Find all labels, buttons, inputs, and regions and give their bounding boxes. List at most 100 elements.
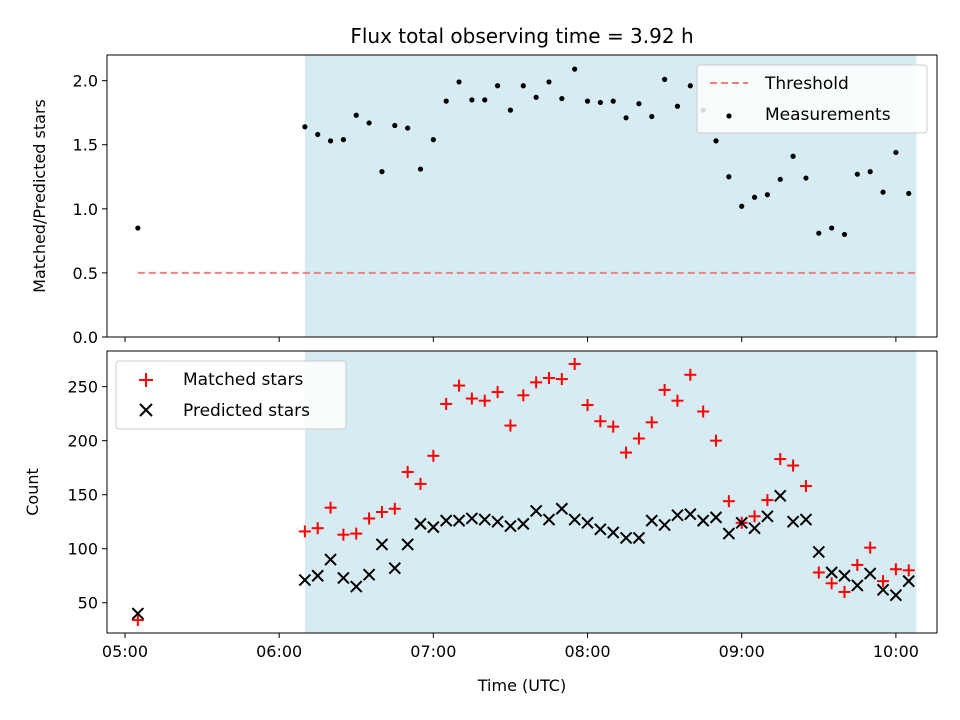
bottom-y-tick-label: 250 — [67, 378, 98, 397]
x-axis-label: Time (UTC) — [477, 676, 566, 695]
measurement-point — [507, 107, 514, 113]
predicted-star-point — [632, 531, 646, 545]
predicted-star-point — [645, 514, 658, 527]
predicted-star-point — [324, 553, 337, 566]
predicted-star-point — [671, 509, 684, 522]
measurement-point — [751, 194, 758, 200]
measurement-point — [353, 112, 359, 118]
measurement-point — [379, 169, 385, 175]
matched-star-point — [504, 419, 517, 432]
matched-star-point — [684, 368, 697, 381]
bottom-y-tick-label: 200 — [67, 432, 98, 451]
top-panel: 0.0 0.5 1.0 1.5 2.0 Flux total observing tim… — [30, 24, 938, 347]
predicted-star-point — [375, 538, 389, 551]
matched-star-point — [568, 357, 581, 370]
matched-star-point — [414, 477, 427, 490]
top-y-tick-label: 1.0 — [73, 200, 98, 219]
measurement-point — [739, 203, 745, 209]
measurement-point — [829, 225, 835, 231]
top-y-tick-label: 0.0 — [73, 328, 98, 347]
matched-star-point — [671, 394, 684, 407]
predicted-star-point — [542, 513, 556, 526]
measurement-point — [302, 124, 308, 130]
matched-star-point — [363, 512, 376, 525]
matched-star-point — [337, 528, 350, 541]
matched-star-point — [812, 566, 825, 579]
x-tick-label: 07:00 — [410, 642, 456, 661]
predicted-star-point — [555, 502, 569, 515]
predicted-star-point — [838, 569, 851, 582]
matched-star-point — [440, 397, 453, 410]
bottom-y-axis-label: Count — [23, 468, 42, 516]
legend-measurements-label: Measurements — [765, 105, 891, 125]
chart-title: Flux total observing time = 3.92 h — [350, 24, 693, 48]
legend-predicted-swatch — [139, 403, 153, 417]
matched-star-point — [555, 373, 568, 386]
predicted-star-point — [709, 511, 723, 524]
predicted-star-point — [465, 512, 479, 525]
predicted-star-point — [684, 507, 697, 521]
matched-star-point — [465, 392, 478, 405]
bottom-y-tick-label: 150 — [67, 486, 98, 505]
x-tick-label: 05:00 — [102, 642, 148, 661]
matched-star-point — [902, 564, 915, 577]
predicted-star-point — [619, 531, 633, 545]
bottom-y-tick-label: 100 — [67, 540, 98, 559]
predicted-star-point — [658, 518, 671, 532]
predicted-star-point — [761, 510, 774, 523]
matched-star-point — [645, 416, 658, 429]
measurement-point — [469, 97, 475, 103]
predicted-star-point — [414, 517, 427, 531]
matched-star-point — [478, 394, 491, 407]
predicted-star-point — [504, 519, 517, 533]
measurement-point — [546, 79, 552, 85]
predicted-star-point — [876, 583, 890, 596]
matched-star-point — [825, 577, 838, 590]
measurement-point — [494, 83, 501, 89]
measurement-point — [430, 137, 436, 143]
predicted-star-point — [812, 545, 826, 559]
matched-star-point — [131, 614, 144, 627]
top-y-tick-label: 2.0 — [73, 72, 98, 91]
predicted-star-point — [799, 513, 813, 526]
matched-star-point — [877, 575, 890, 588]
matched-star-point — [620, 446, 633, 459]
predicted-star-point — [439, 514, 453, 527]
measurement-point — [366, 120, 372, 126]
top-y-tick-label: 0.5 — [73, 264, 98, 283]
matched-star-point — [491, 386, 504, 399]
measurement-point — [803, 175, 809, 181]
measurement-point — [533, 94, 539, 100]
bottom-panel: 50 100 150 200 250 05:00 06:00 07:00 08:00 09:00… — [23, 350, 938, 695]
predicted-star-point — [401, 538, 414, 551]
measurement-point — [687, 83, 693, 89]
measurement-point — [867, 169, 873, 175]
x-tick-label: 10:00 — [873, 642, 919, 661]
predicted-star-point — [851, 579, 864, 592]
x-tick-label: 09:00 — [719, 642, 765, 661]
measurement-point — [610, 98, 616, 104]
predicted-star-point — [581, 516, 594, 530]
matched-star-point — [311, 522, 324, 535]
bottom-legend-box — [115, 360, 347, 430]
matched-star-point — [453, 379, 466, 392]
predicted-star-point — [902, 574, 915, 588]
measurement-point — [790, 153, 796, 159]
matched-star-point — [889, 563, 902, 576]
matched-star-point — [530, 376, 543, 389]
top-legend-box — [696, 64, 928, 134]
matched-star-point — [748, 510, 761, 523]
predicted-star-point — [131, 607, 145, 620]
matched-star-point — [632, 432, 645, 445]
matched-star-point — [324, 501, 337, 514]
predicted-star-point — [517, 517, 530, 531]
predicted-star-point — [889, 588, 903, 602]
matched-star-point — [761, 494, 774, 507]
matched-star-point — [401, 466, 414, 479]
measurement-point — [906, 190, 912, 197]
matched-star-point — [697, 405, 710, 418]
measurement-point — [726, 174, 732, 180]
matched-star-point — [710, 434, 723, 447]
predicted-star-point — [607, 526, 620, 539]
predicted-star-point — [427, 520, 440, 534]
